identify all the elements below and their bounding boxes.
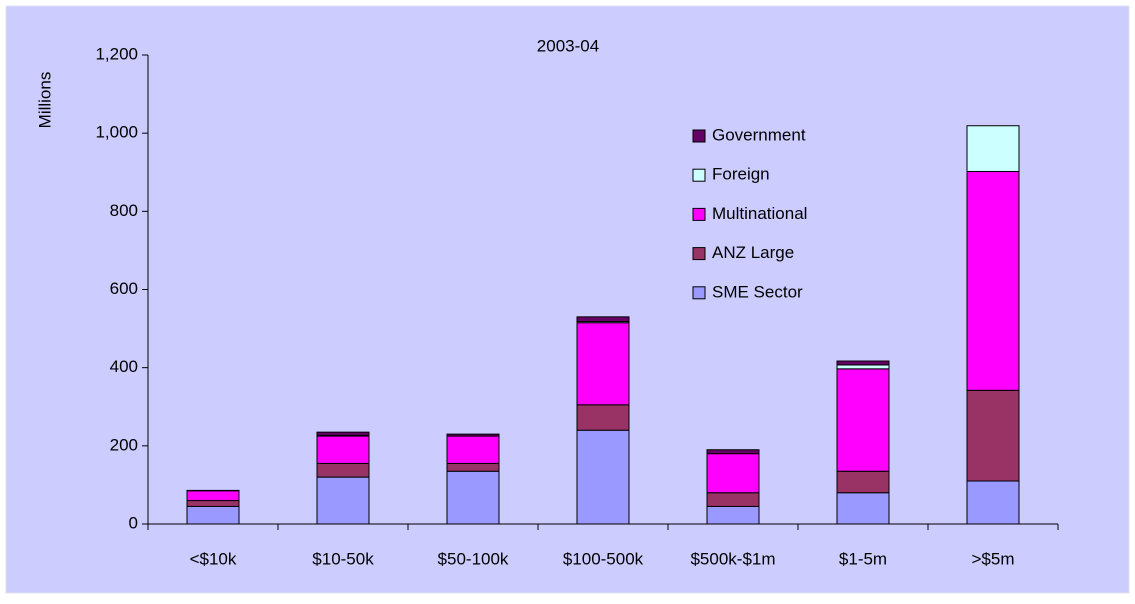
bar-segment	[707, 506, 759, 524]
legend-label: Government	[712, 125, 806, 144]
bar-segment	[317, 463, 369, 477]
bar-segment	[447, 434, 499, 436]
bar-segment	[187, 491, 239, 501]
x-tick-label: $1-5m	[839, 549, 887, 568]
bar-segment	[187, 501, 239, 507]
chart-background	[6, 6, 1129, 593]
bar-segment	[837, 365, 889, 369]
bar-segment	[577, 430, 629, 524]
y-tick-label: 1,200	[95, 44, 138, 63]
x-tick-label: >$5m	[972, 549, 1015, 568]
chart-title: 2003-04	[537, 36, 599, 55]
legend-label: Foreign	[712, 165, 770, 184]
bar-segment	[967, 390, 1019, 481]
bar-segment	[707, 450, 759, 454]
legend-swatch	[693, 208, 705, 220]
bar-segment	[577, 405, 629, 430]
x-tick-label: $10-50k	[312, 549, 374, 568]
bar-segment	[317, 477, 369, 524]
bar-segment	[967, 126, 1019, 172]
legend-swatch	[693, 169, 705, 181]
bar-segment	[317, 436, 369, 463]
bar-segment	[447, 471, 499, 524]
legend-label: ANZ Large	[712, 243, 794, 262]
bar-segment	[187, 506, 239, 524]
legend-label: SME Sector	[712, 282, 803, 301]
legend-label: Multinational	[712, 204, 807, 223]
bar-segment	[317, 432, 369, 435]
bar-segment	[837, 471, 889, 492]
y-tick-label: 600	[110, 279, 138, 298]
bar-segment	[837, 369, 889, 471]
y-axis-label: Millions	[35, 72, 54, 129]
bar-segment	[837, 361, 889, 365]
y-tick-label: 400	[110, 357, 138, 376]
bar-segment	[967, 481, 1019, 524]
x-tick-label: $100-500k	[563, 549, 644, 568]
bar-segment	[707, 493, 759, 507]
x-tick-label: $50-100k	[438, 549, 509, 568]
y-tick-label: 0	[129, 513, 138, 532]
legend-swatch	[693, 287, 705, 299]
bar-segment	[447, 463, 499, 471]
legend-swatch	[693, 248, 705, 260]
bar-segment	[967, 171, 1019, 390]
bar-segment	[577, 317, 629, 322]
x-tick-label: $500k-$1m	[690, 549, 775, 568]
bar-segment	[447, 436, 499, 463]
y-tick-label: 1,000	[95, 123, 138, 142]
bar-segment	[707, 454, 759, 493]
y-tick-label: 200	[110, 435, 138, 454]
legend-swatch	[693, 130, 705, 142]
bar-segment	[577, 323, 629, 405]
y-tick-label: 800	[110, 201, 138, 220]
x-tick-label: <$10k	[190, 549, 237, 568]
bar-segment	[837, 493, 889, 524]
